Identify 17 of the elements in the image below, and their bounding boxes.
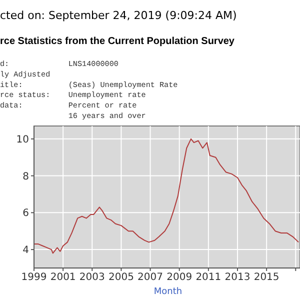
y-tick-label: 4 [22, 245, 29, 256]
x-tick-label: 2003 [79, 272, 105, 283]
x-tick-label: 2013 [224, 272, 250, 283]
x-tick-label: 2001 [50, 272, 76, 283]
line-series [34, 138, 300, 254]
x-tick-label: 2009 [166, 272, 192, 283]
chart-title: cted on: September 24, 2019 (9:09:24 AM) [0, 9, 237, 22]
x-tick-label: 2015 [254, 272, 280, 283]
y-tick-label: 10 [16, 134, 29, 146]
x-tick-label: 1999 [21, 272, 47, 283]
x-tick-label: 2011 [196, 272, 222, 283]
chart-subtitle: rce Statistics from the Current Population Survey [0, 36, 235, 47]
x-tick-label: 2007 [138, 272, 164, 283]
y-tick-label: 6 [22, 208, 29, 220]
x-tick-label: 2005 [108, 272, 134, 283]
y-tick-label: 8 [22, 171, 29, 182]
x-axis-title: Month [154, 287, 182, 297]
